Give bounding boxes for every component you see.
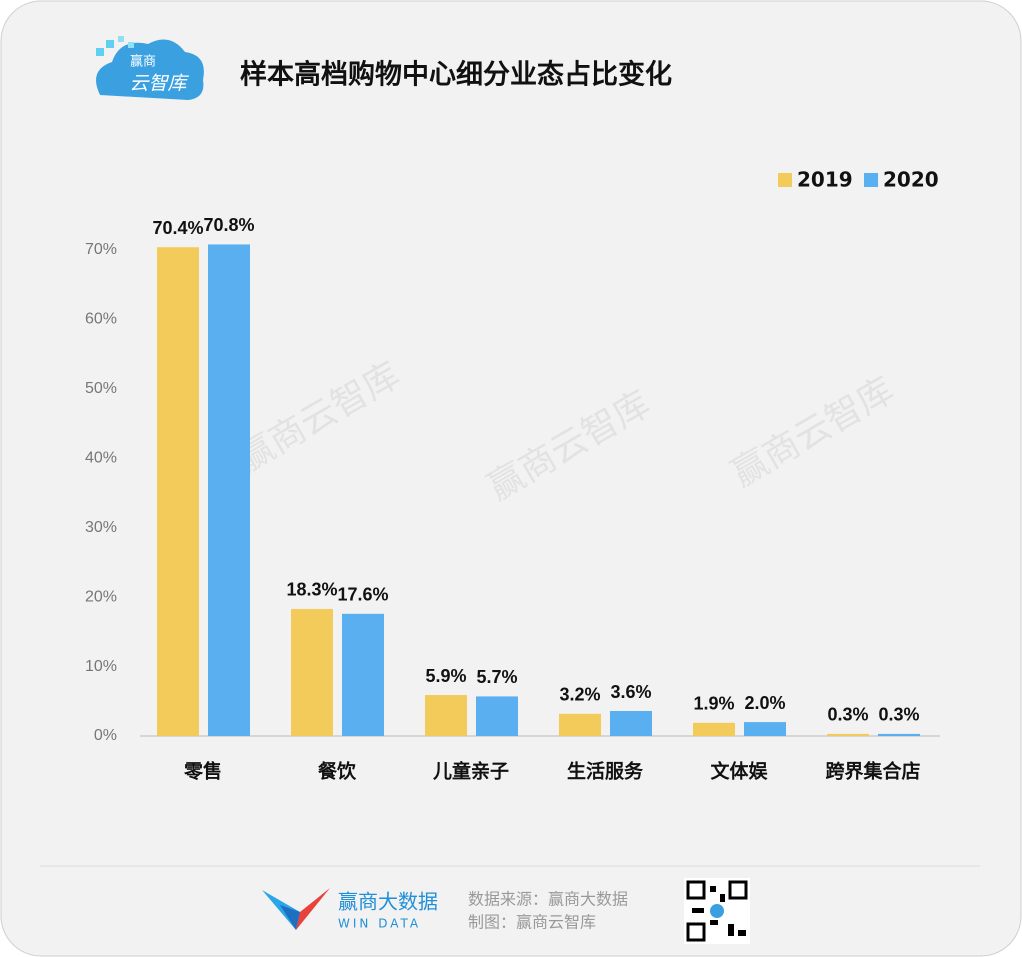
bar (827, 733, 869, 736)
logo-text: 云智库 (129, 73, 189, 95)
y-tick-label: 10% (85, 658, 117, 675)
y-tick-label: 20% (85, 588, 117, 605)
x-tick-label: 生活服务 (567, 760, 644, 783)
legend-label: 2020 (883, 168, 939, 192)
y-tick-label: 0% (94, 727, 117, 744)
bar (425, 695, 467, 736)
bar (559, 713, 601, 736)
x-tick-label: 餐饮 (318, 760, 357, 783)
y-tick-label: 40% (85, 450, 117, 467)
value-label: 2.0% (744, 693, 785, 713)
x-tick-label: 零售 (183, 760, 222, 783)
y-tick-label: 50% (85, 380, 117, 397)
y-tick-label: 60% (85, 311, 117, 328)
x-tick-label: 文体娱 (710, 760, 768, 783)
logo: 赢商 云智库 (96, 36, 204, 100)
legend-swatch (778, 173, 792, 187)
y-tick-label: 70% (85, 241, 117, 258)
value-label: 5.9% (425, 666, 466, 686)
value-label: 3.6% (610, 682, 651, 702)
bar (291, 608, 333, 736)
value-label: 0.3% (878, 705, 919, 725)
legend-swatch (864, 173, 878, 187)
bar (744, 722, 786, 736)
value-label: 70.4% (152, 218, 203, 238)
value-label: 70.8% (203, 215, 254, 235)
footer-maker: 制图：赢商云智库 (468, 913, 596, 932)
y-tick-label: 30% (85, 519, 117, 536)
bar (157, 247, 199, 737)
legend-label: 2019 (797, 168, 853, 192)
chart-title: 样本高档购物中心细分业态占比变化 (240, 59, 672, 91)
bar (476, 696, 518, 736)
footer-brand: 赢商大数据 (338, 890, 438, 914)
qr-code (684, 878, 750, 944)
value-label: 18.3% (286, 580, 337, 600)
logo-text: 赢商 (130, 54, 156, 70)
value-label: 17.6% (337, 585, 388, 605)
value-label: 0.3% (827, 705, 868, 725)
bar (610, 711, 652, 736)
bar (878, 733, 920, 736)
footer-source: 数据来源：赢商大数据 (468, 890, 628, 909)
x-tick-label: 跨界集合店 (825, 760, 920, 783)
value-label: 5.7% (476, 667, 517, 687)
bar (208, 244, 250, 736)
bar (693, 722, 735, 736)
bar (342, 613, 384, 736)
x-tick-label: 儿童亲子 (432, 760, 509, 783)
footer-brand-en: WIN DATA (338, 917, 421, 931)
value-label: 1.9% (693, 694, 734, 714)
value-label: 3.2% (559, 685, 600, 705)
footer-logo (262, 888, 330, 930)
